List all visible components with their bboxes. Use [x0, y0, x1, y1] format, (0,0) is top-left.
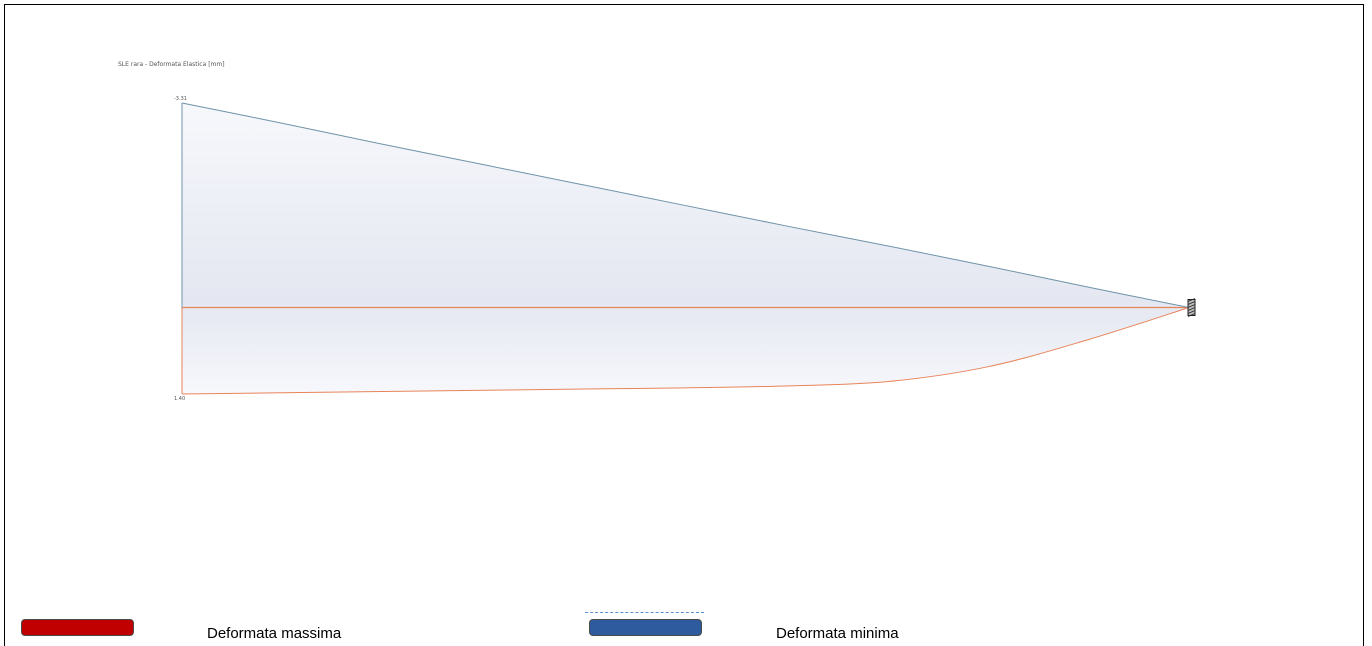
chart-title: SLE rara - Deformata Elastica [mm]: [118, 61, 225, 68]
fixed-support-icon: [1187, 298, 1196, 317]
value-label-0: -3.31: [174, 96, 187, 102]
legend: Deformata massima Deformata minima: [0, 612, 1372, 646]
legend-label-max: Deformata massima: [207, 625, 342, 642]
deformation-envelope-area: [182, 103, 1189, 394]
legend-dashed-line: [585, 612, 704, 613]
deformation-chart: SLE rara - Deformata Elastica [mm] -3.31…: [118, 61, 1196, 402]
legend-label-min: Deformata minima: [776, 625, 899, 642]
legend-swatch-max: [21, 619, 134, 636]
value-label-1: 1.40: [174, 396, 185, 402]
series-line-min: [181, 102, 1190, 308]
legend-swatch-min: [589, 619, 702, 636]
chart-frame: [4, 4, 1364, 646]
series-line-max: [181, 307, 1190, 395]
